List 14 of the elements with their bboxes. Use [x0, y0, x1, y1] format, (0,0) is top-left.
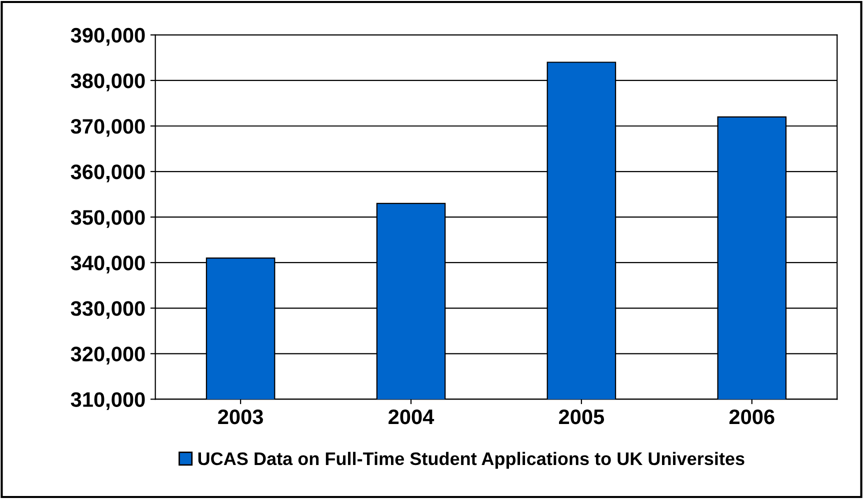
- y-tick-label: 310,000: [70, 392, 145, 410]
- y-tick-label: 380,000: [70, 73, 145, 92]
- x-tick-label: 2003: [218, 409, 263, 424]
- legend-label: UCAS Data on Full-Time Student Applications to UK Universites: [198, 452, 744, 469]
- y-tick-label: 350,000: [70, 210, 145, 228]
- y-tick-label: 360,000: [70, 164, 145, 182]
- y-tick-label: 370,000: [70, 119, 145, 137]
- y-tick-label: 330,000: [70, 301, 145, 319]
- x-tick-label: 2006: [729, 409, 774, 424]
- y-tick-label: 320,000: [70, 346, 145, 364]
- y-tick-label: 390,000: [70, 28, 145, 46]
- x-tick-label: 2005: [559, 409, 604, 424]
- y-tick-label: 340,000: [70, 256, 145, 274]
- x-tick-label: 2004: [388, 409, 434, 424]
